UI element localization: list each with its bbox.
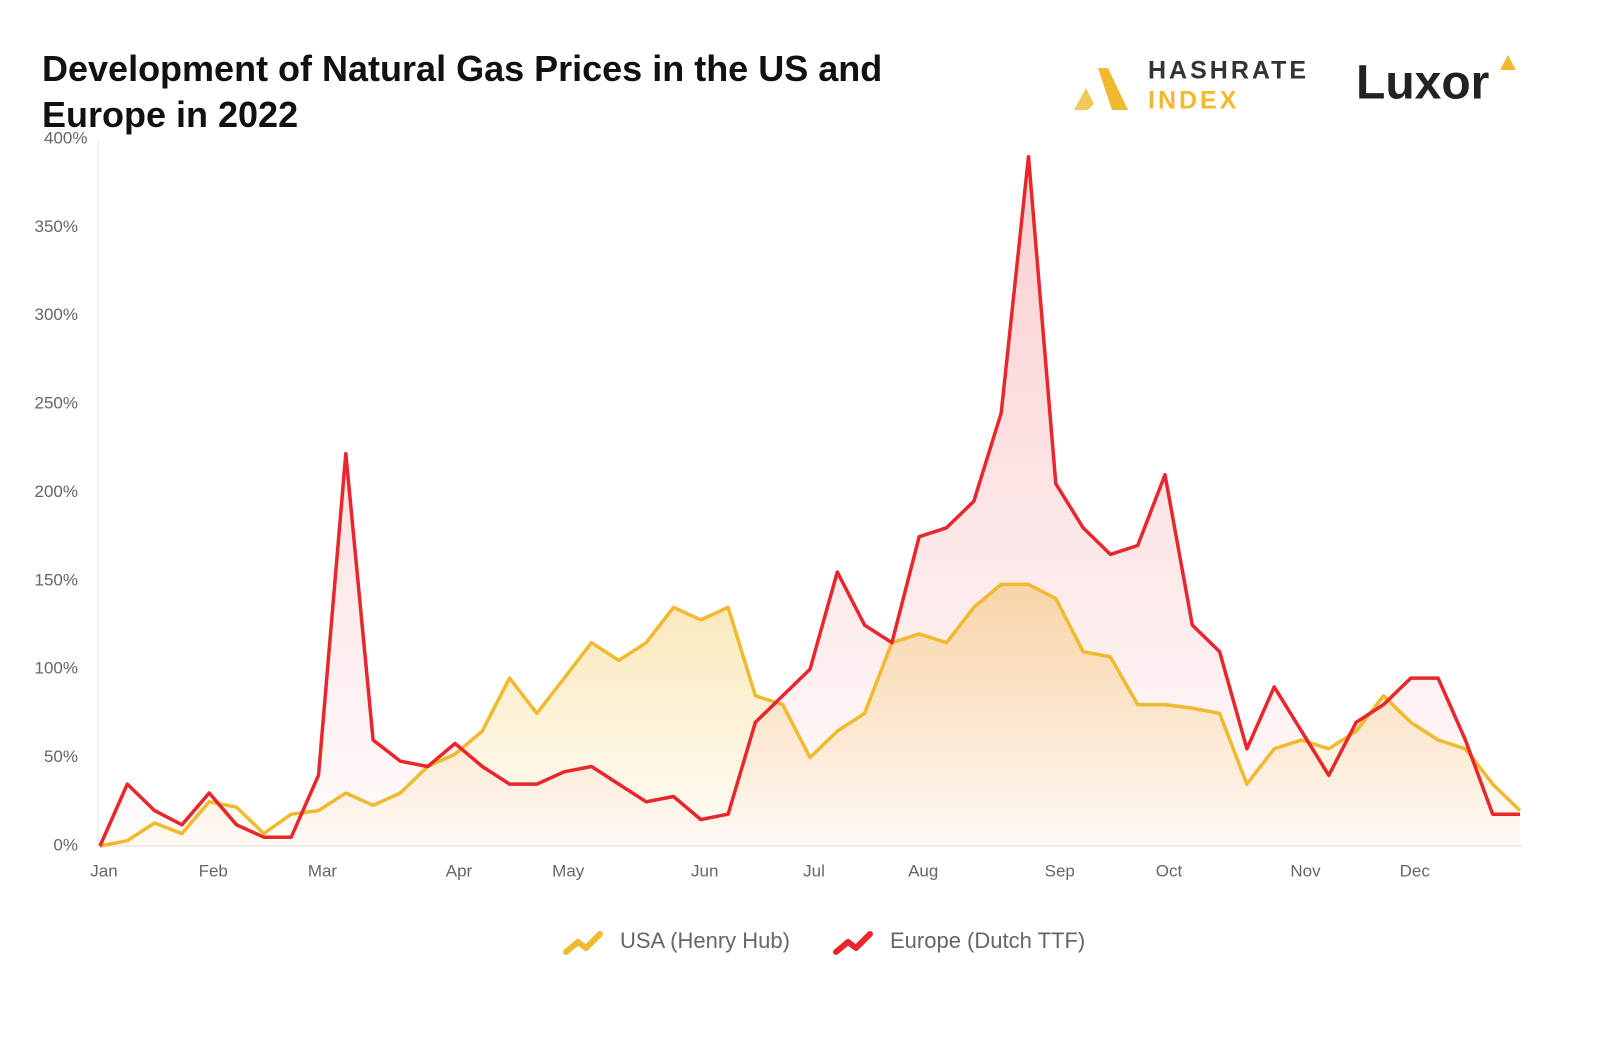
x-tick-label: Sep: [1045, 861, 1075, 880]
y-tick-label: 350%: [35, 217, 78, 236]
y-tick-label: 400%: [44, 128, 87, 147]
x-tick-label: Aug: [908, 861, 938, 880]
chart-title: Development of Natural Gas Prices in the…: [42, 48, 883, 135]
logo-mark: [1098, 68, 1128, 110]
area: [100, 156, 1520, 846]
y-tick-label: 50%: [44, 747, 78, 766]
y-tick-label: 200%: [35, 482, 78, 501]
x-tick-label: Feb: [199, 861, 228, 880]
luxor-logo: Luxor: [1356, 55, 1516, 110]
line: [98, 154, 1520, 847]
logo-text: Luxor: [1356, 57, 1489, 110]
logo-mark: [1500, 55, 1516, 70]
y-tick-label: 300%: [35, 305, 78, 324]
x-tick-label: Jun: [691, 861, 718, 880]
y-tick-label: 100%: [35, 659, 78, 678]
x-tick-label: Dec: [1400, 861, 1431, 880]
x-tick-label: Jan: [90, 861, 117, 880]
legend-label: USA (Henry Hub): [620, 928, 790, 953]
x-tick-label: May: [552, 861, 585, 880]
legend-icon: [563, 931, 603, 955]
y-tick-label: 0%: [53, 835, 78, 854]
logo-mark: [1074, 88, 1094, 110]
line: [99, 582, 1522, 848]
x-tick-label: Jul: [803, 861, 825, 880]
y-tick-label: 150%: [35, 570, 78, 589]
legend-label: Europe (Dutch TTF): [890, 928, 1085, 953]
x-tick-label: Oct: [1156, 861, 1183, 880]
x-tick-label: Nov: [1290, 861, 1321, 880]
x-tick-label: Apr: [446, 861, 473, 880]
y-tick-label: 250%: [35, 394, 78, 413]
logo-text: INDEX: [1148, 87, 1239, 115]
x-tick-label: Mar: [308, 861, 338, 880]
legend-icon: [833, 931, 873, 955]
hashrate-logo: HASHRATE INDEX: [1074, 57, 1309, 115]
logo-text: HASHRATE: [1148, 57, 1309, 85]
